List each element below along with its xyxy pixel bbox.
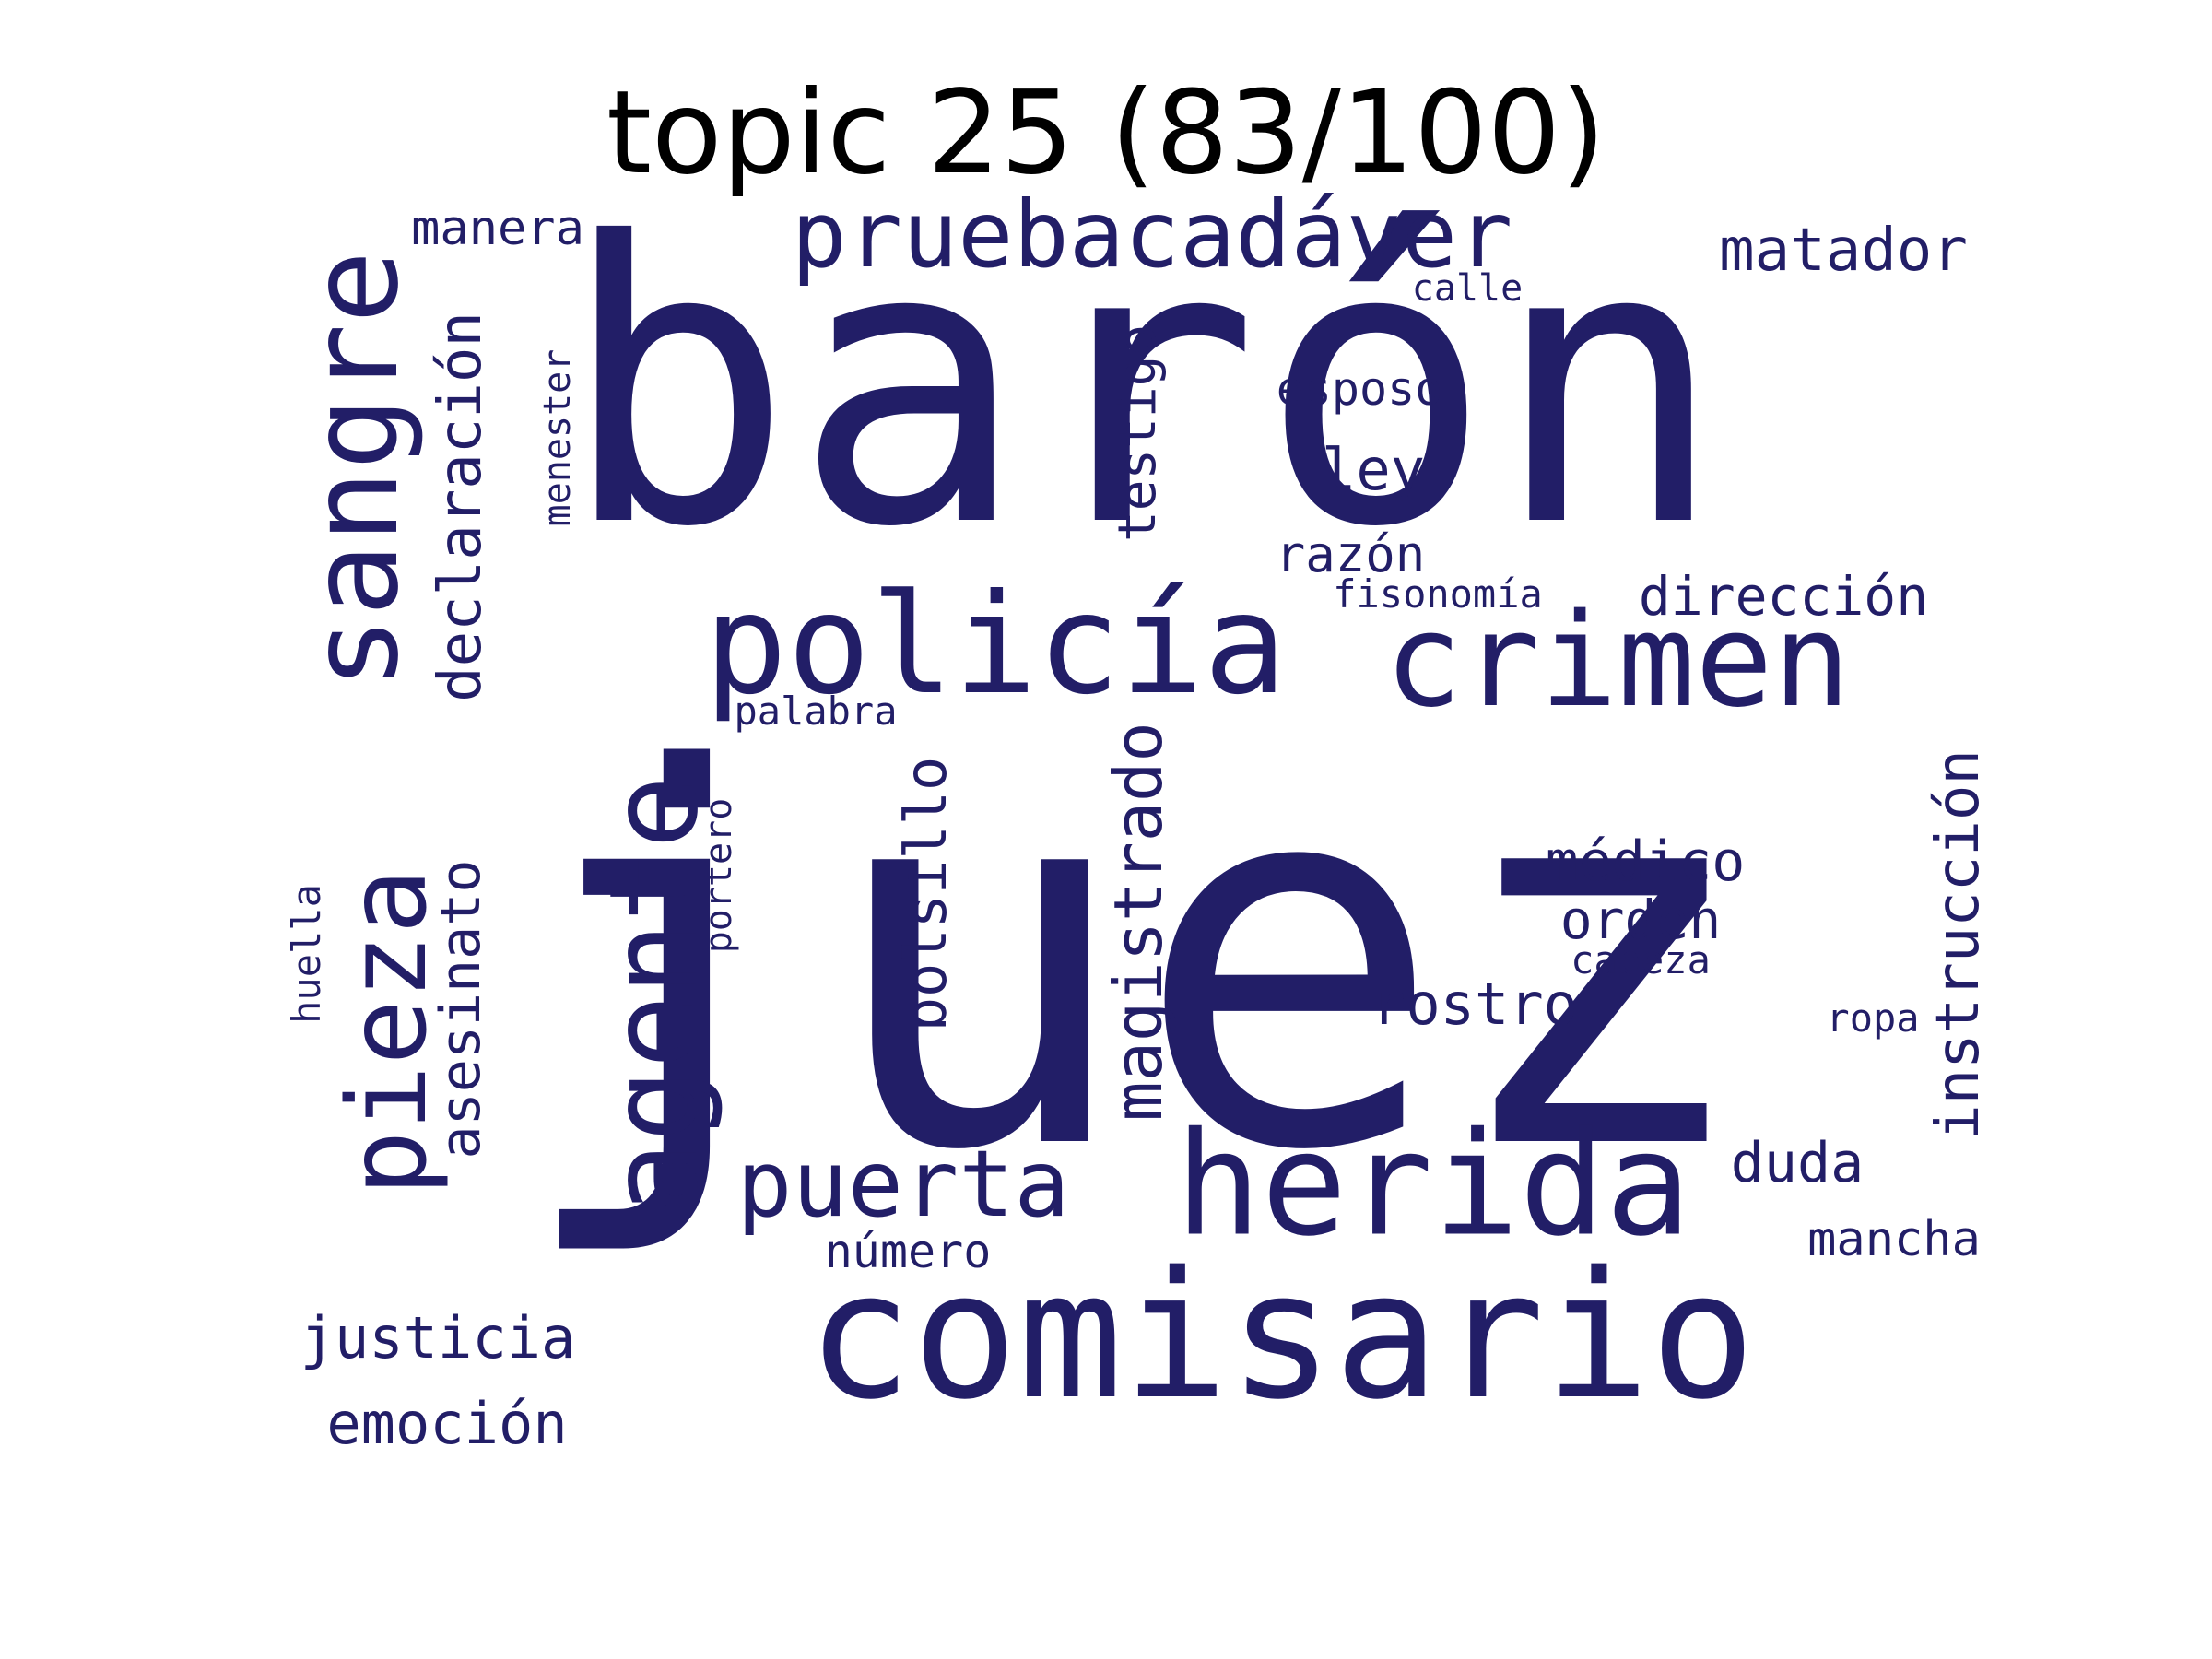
- word-ley: ley: [1322, 436, 1425, 503]
- word-juez: juez: [512, 663, 1756, 1264]
- word-comisario: comisario: [806, 1234, 1756, 1438]
- word-policia: policía: [703, 565, 1288, 725]
- word-numero: número: [824, 1225, 992, 1278]
- word-cabeza: cabeza: [1571, 937, 1711, 982]
- word-asesinato: asesinato: [429, 859, 493, 1159]
- word-magistrado: magistrado: [1100, 722, 1177, 1122]
- word-calle: calle: [1411, 267, 1524, 310]
- word-herida: herida: [1175, 1100, 1691, 1268]
- word-esposo: esposo: [1276, 362, 1443, 416]
- word-crimen: crimen: [1384, 586, 1851, 736]
- word-huella: huella: [284, 884, 329, 1024]
- word-palabra: palabra: [734, 688, 898, 734]
- word-fisonomia: fisonomía: [1333, 571, 1543, 617]
- word-matador: matador: [1719, 217, 1968, 285]
- word-direccion: dirección: [1638, 565, 1929, 628]
- word-baron: barón: [559, 161, 1726, 612]
- word-manera: manera: [411, 201, 584, 256]
- word-mancha: mancha: [1807, 1212, 1981, 1267]
- word-puerta: puerta: [736, 1130, 1070, 1238]
- word-justicia: justicia: [300, 1304, 576, 1371]
- word-razon: razón: [1275, 525, 1426, 583]
- word-pieza: pieza: [324, 868, 451, 1196]
- word-menester: menester: [536, 348, 579, 527]
- word-bolsillo: bolsillo: [892, 756, 959, 1032]
- word-pruebacadaver: pruebacadáver: [791, 181, 1513, 288]
- word-declaracion: declaración: [427, 312, 495, 702]
- word-ropa: ropa: [1826, 995, 1920, 1041]
- word-testigo: testigo: [1108, 324, 1168, 543]
- word-sangre: sangre: [284, 250, 426, 690]
- word-duda: duda: [1730, 1131, 1865, 1195]
- cloud-title: topic 25 (83/100): [606, 66, 1606, 200]
- word-medico: médico: [1545, 830, 1746, 894]
- word-instruccion: instrucción: [1924, 749, 1993, 1140]
- word-orden: orden: [1559, 888, 1722, 951]
- word-rostro: rostro: [1371, 971, 1578, 1038]
- word-emocion: emoción: [326, 1390, 568, 1457]
- word-portero: portero: [698, 797, 740, 954]
